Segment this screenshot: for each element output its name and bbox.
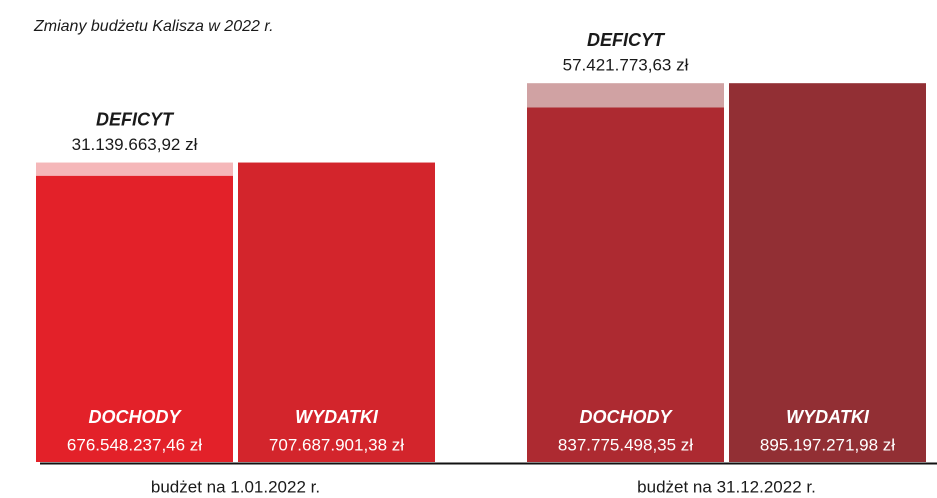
chart-title: Zmiany budżetu Kalisza w 2022 r. xyxy=(33,18,274,35)
bar-segment xyxy=(527,83,724,108)
value-label: 31.139.663,92 zł xyxy=(72,135,198,154)
value-label: 57.421.773,63 zł xyxy=(563,56,689,75)
bar xyxy=(238,162,435,463)
bar-segment xyxy=(36,162,233,176)
value-label: 676.548.237,46 zł xyxy=(67,435,202,454)
bar xyxy=(729,83,926,462)
category-label: budżet na 31.12.2022 r. xyxy=(637,477,816,496)
bar xyxy=(36,175,233,463)
value-label: 895.197.271,98 zł xyxy=(760,435,895,454)
bar xyxy=(527,107,724,463)
series-name: DEFICYT xyxy=(96,109,175,129)
series-name: WYDATKI xyxy=(295,407,379,427)
series-name: DOCHODY xyxy=(579,407,673,427)
category-label: budżet na 1.01.2022 r. xyxy=(151,477,320,496)
series-name: DEFICYT xyxy=(587,30,666,50)
series-name: WYDATKI xyxy=(786,407,870,427)
value-label: 837.775.498,35 zł xyxy=(558,435,693,454)
series-name: DOCHODY xyxy=(88,407,182,427)
value-label: 707.687.901,38 zł xyxy=(269,435,404,454)
